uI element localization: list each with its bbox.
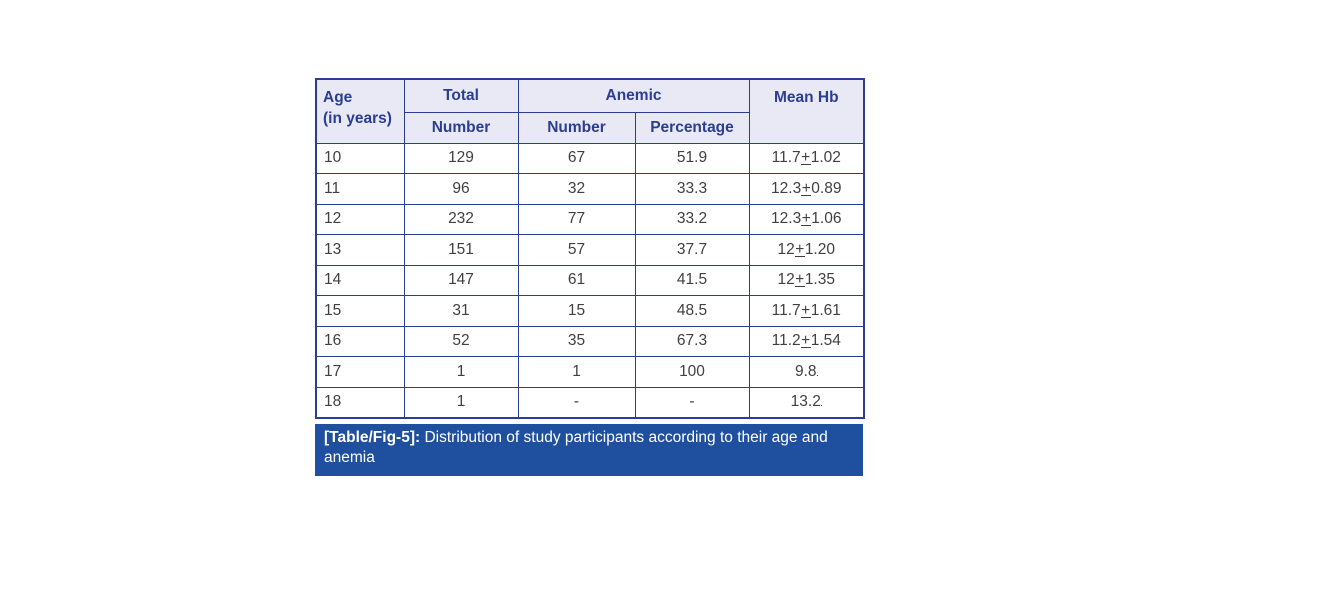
hb-mean: 12: [777, 240, 795, 258]
hb-mean: 11.7: [771, 149, 801, 167]
cell-total-number: 147: [403, 264, 519, 296]
header-anemic-percentage: Percentage: [634, 111, 750, 144]
cell-age: 17: [315, 356, 405, 388]
cell-total-number: 52: [403, 325, 519, 357]
plus-minus-symbol: [820, 405, 822, 406]
cell-anemic-number: 67: [517, 142, 636, 174]
hb-sd: 1.35: [804, 271, 835, 289]
table-header: Age (in years) Total Anemic Mean Hb Numb…: [315, 78, 865, 144]
cell-anemic-percentage: 33.2: [634, 203, 750, 235]
cell-mean-hb: 12+1.35: [748, 264, 865, 296]
header-anemic: Anemic: [517, 78, 750, 113]
cell-mean-hb: 9.8: [748, 356, 865, 388]
cell-mean-hb: 12.3+0.89: [748, 173, 865, 205]
cell-anemic-percentage: 41.5: [634, 264, 750, 296]
table-row: 17 1 1 100 9.8: [315, 356, 865, 388]
cell-total-number: 129: [403, 142, 519, 174]
hb-sd: 1.20: [804, 240, 835, 258]
cell-anemic-percentage: 48.5: [634, 295, 750, 327]
hb-mean: 12.3: [771, 179, 802, 197]
hb-mean: 12: [777, 271, 795, 289]
cell-anemic-number: 61: [517, 264, 636, 296]
caption-text: Distribution of study participants accor…: [324, 428, 828, 466]
cell-total-number: 96: [403, 173, 519, 205]
table-row: 16 52 35 67.3 11.2+1.54: [315, 325, 865, 357]
cell-anemic-number: 57: [517, 234, 636, 266]
plus-minus-symbol: +: [794, 240, 805, 258]
header-age-line1: Age: [323, 89, 353, 106]
table-row: 13 151 57 37.7 12+1.20: [315, 234, 865, 266]
cell-mean-hb: 11.7+1.61: [748, 295, 865, 327]
hb-mean: 11.2: [771, 332, 801, 350]
cell-total-number: 232: [403, 203, 519, 235]
plus-minus-symbol: +: [794, 271, 805, 289]
table-row: 14 147 61 41.5 12+1.35: [315, 264, 865, 296]
plus-minus-symbol: +: [800, 149, 811, 167]
cell-age: 11: [315, 173, 405, 205]
hb-sd: 0.89: [811, 179, 842, 197]
cell-anemic-percentage: 100: [634, 356, 750, 388]
table-row: 12 232 77 33.2 12.3+1.06: [315, 203, 865, 235]
hb-mean: 9.8: [794, 362, 817, 380]
cell-anemic-percentage: 37.7: [634, 234, 750, 266]
table-row: 18 1 - - 13.2: [315, 386, 865, 418]
hb-mean: 13.2: [790, 393, 821, 410]
hb-sd: 1.06: [811, 210, 842, 228]
cell-anemic-number: 77: [517, 203, 636, 235]
header-total-number: Number: [403, 111, 519, 144]
cell-anemic-percentage: -: [634, 386, 750, 418]
header-age: Age (in years): [315, 78, 405, 144]
header-total: Total: [403, 78, 519, 113]
plus-minus-symbol: +: [801, 179, 812, 197]
hb-mean: 11.7: [771, 301, 801, 319]
cell-total-number: 31: [403, 295, 519, 327]
header-anemic-number: Number: [517, 111, 636, 144]
caption-label: [Table/Fig-5]:: [324, 428, 421, 446]
cell-mean-hb: 11.2+1.54: [748, 325, 865, 357]
cell-total-number: 1: [403, 386, 519, 418]
cell-total-number: 1: [403, 356, 519, 388]
cell-anemic-percentage: 51.9: [634, 142, 750, 174]
cell-anemic-percentage: 67.3: [634, 325, 750, 357]
cell-age: 12: [315, 203, 405, 235]
figure-caption: [Table/Fig-5]: Distribution of study par…: [315, 423, 863, 476]
cell-anemic-number: 35: [517, 325, 636, 357]
cell-anemic-number: -: [517, 386, 636, 418]
header-mean-hb: Mean Hb: [748, 78, 865, 144]
cell-age: 15: [315, 295, 405, 327]
plus-minus-symbol: +: [800, 301, 811, 319]
cell-anemic-number: 15: [517, 295, 636, 327]
plus-minus-symbol: +: [801, 210, 812, 228]
cell-mean-hb: 11.7+1.02: [748, 142, 865, 174]
cell-age: 18: [315, 386, 405, 418]
cell-age: 16: [315, 325, 405, 357]
cell-anemic-number: 1: [517, 356, 636, 388]
table-fig-5: Age (in years) Total Anemic Mean Hb Numb…: [315, 78, 865, 476]
hb-sd: 1.02: [810, 149, 841, 167]
cell-age: 14: [315, 264, 405, 296]
age-anemia-table: Age (in years) Total Anemic Mean Hb Numb…: [315, 78, 865, 419]
cell-total-number: 151: [403, 234, 519, 266]
plus-minus-symbol: +: [800, 332, 811, 350]
cell-age: 10: [315, 142, 405, 174]
table-body: 10 129 67 51.9 11.7+1.02 11 96 32 33.3 1…: [315, 142, 865, 418]
cell-mean-hb: 12+1.20: [748, 234, 865, 266]
hb-sd: 1.54: [810, 332, 841, 350]
cell-anemic-percentage: 33.3: [634, 173, 750, 205]
header-age-line2: (in years): [323, 110, 392, 127]
hb-mean: 12.3: [771, 210, 802, 228]
hb-sd: 1.61: [810, 301, 841, 319]
cell-anemic-number: 32: [517, 173, 636, 205]
table-row: 10 129 67 51.9 11.7+1.02: [315, 142, 865, 174]
cell-age: 13: [315, 234, 405, 266]
plus-minus-symbol: [816, 374, 818, 376]
cell-mean-hb: 12.3+1.06: [748, 203, 865, 235]
table-row: 15 31 15 48.5 11.7+1.61: [315, 295, 865, 327]
table-row: 11 96 32 33.3 12.3+0.89: [315, 173, 865, 205]
cell-mean-hb: 13.2: [748, 386, 865, 418]
